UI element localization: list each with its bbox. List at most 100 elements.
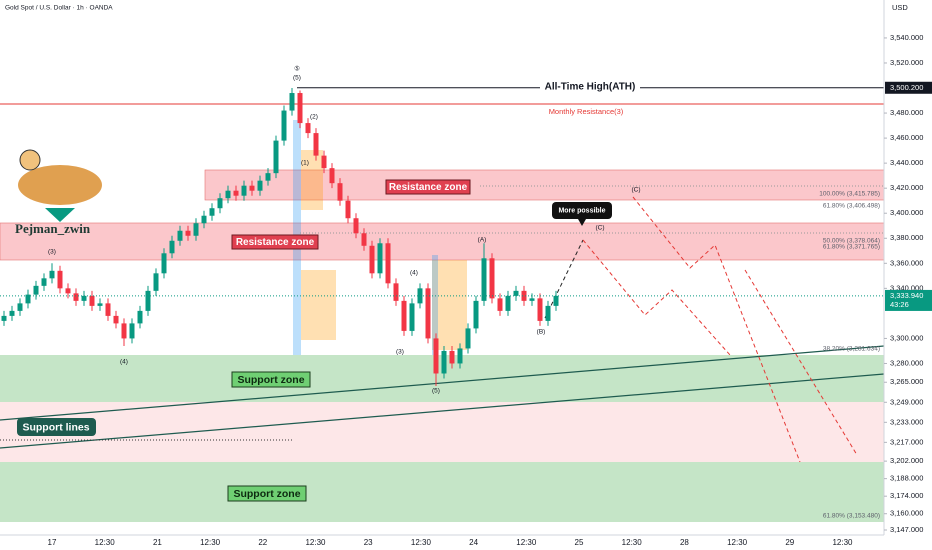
more-possible-label: More possible — [558, 207, 605, 214]
candle-body — [361, 233, 367, 246]
fib-label: 61.80% (3,153.480) — [823, 513, 880, 520]
y-tick-label: 3,420.000 — [890, 183, 923, 192]
candle-body — [489, 258, 495, 299]
candle-body — [513, 290, 519, 296]
candle-body — [65, 288, 71, 294]
countdown: 43:26 — [890, 300, 909, 309]
profile — [301, 270, 336, 340]
ath-badge — [885, 81, 932, 94]
candle-body — [185, 230, 191, 236]
x-tick-label: 28 — [680, 538, 689, 547]
x-tick-label: 12:30 — [411, 538, 432, 547]
price-badge-label: 3,333.940 — [890, 291, 923, 300]
y-tick-label: 3,174.000 — [890, 491, 923, 500]
candle-body — [89, 295, 95, 306]
y-tick-label: 3,249.000 — [890, 397, 923, 406]
wave-label: (A) — [478, 237, 487, 244]
y-tick-label: 3,340.000 — [890, 283, 923, 292]
candle-body — [345, 200, 351, 219]
candle-body — [153, 273, 159, 291]
candle-body — [17, 303, 23, 311]
candle-body — [145, 290, 151, 311]
candle-body — [433, 338, 439, 374]
candle-body — [25, 294, 31, 304]
resistance-zone — [204, 169, 885, 201]
candle-body — [97, 303, 103, 306]
candle-body — [33, 285, 39, 295]
candle-body — [545, 305, 551, 321]
support-lines-label: Support lines — [22, 421, 89, 433]
x-tick-label: 12:30 — [305, 538, 326, 547]
candle-body — [193, 223, 199, 236]
x-tick-label: 12:30 — [832, 538, 853, 547]
candle-body — [473, 300, 479, 329]
candle-body — [129, 323, 135, 339]
price-badge — [885, 289, 932, 311]
projection — [582, 239, 731, 356]
y-tick-label: 3,540.000 — [890, 33, 923, 42]
candle-body — [337, 183, 343, 201]
x-tick-label: 12:30 — [516, 538, 537, 547]
support-label: Support zone — [237, 374, 304, 386]
label-bg — [540, 80, 640, 94]
candle-body — [241, 185, 247, 196]
logo-face — [19, 149, 41, 171]
y-tick-label: 3,440.000 — [890, 158, 923, 167]
y-tick-label: 3,400.000 — [890, 208, 923, 217]
x-tick-label: 12:30 — [622, 538, 643, 547]
fib-label: 50.00% (3,378.064) — [823, 238, 880, 245]
x-tick-label: 25 — [575, 538, 584, 547]
candles: ⑤ (5) (2) (1) (3) (4) (3) (4) (5) (A) (B) (C) (C) 100… — [0, 65, 884, 520]
resistance-label: Resistance zone — [236, 237, 315, 248]
monthly-resistance-label: Monthly Resistance(3) — [549, 107, 624, 116]
candle-body — [465, 328, 471, 349]
y-tick-label: 3,188.000 — [890, 474, 923, 483]
candle-body — [281, 110, 287, 141]
candle-body — [9, 310, 15, 316]
candle-body — [49, 270, 55, 279]
wave-label: (3) — [396, 349, 404, 356]
x-tick-label: 17 — [48, 538, 57, 547]
author-logo: Pejman_zwin — [15, 149, 102, 236]
candle-body — [41, 278, 47, 286]
projection — [744, 269, 858, 456]
profile — [432, 260, 467, 350]
x-tick-label: 12:30 — [727, 538, 748, 547]
wave-label: (C) — [631, 187, 640, 194]
label-box — [227, 485, 307, 502]
wave-label: ⑤ — [294, 65, 300, 73]
wave-label: (2) — [310, 114, 318, 121]
label-box — [231, 234, 319, 250]
candle-body — [233, 190, 239, 196]
fib-label: 100.00% (3,415.785) — [819, 191, 880, 198]
fib-label: 61.80% (3,406.498) — [823, 203, 880, 210]
x-tick-label: 24 — [469, 538, 478, 547]
resistance-label: Resistance zone — [389, 182, 468, 193]
wave-label: (5) — [293, 75, 301, 82]
y-tick-label: 3,280.000 — [890, 358, 923, 367]
candle-body — [209, 208, 215, 216]
candle-body — [497, 298, 503, 311]
y-tick-label: 3,233.000 — [890, 417, 923, 426]
x-tick-label: 12:30 — [200, 538, 221, 547]
fib-label: 61.80% (3,371.765) — [823, 244, 880, 251]
candle-body — [225, 190, 231, 199]
y-tick-label: 3,202.000 — [890, 456, 923, 465]
candle-body — [441, 350, 447, 374]
logo-arrow — [45, 208, 75, 222]
candle-body — [449, 350, 455, 364]
candle-body — [329, 168, 335, 184]
wave-label: (B) — [537, 329, 546, 336]
x-tick-label: 29 — [785, 538, 794, 547]
candle-body — [265, 173, 271, 181]
y-tick-label: 3,160.000 — [890, 509, 923, 518]
profile — [301, 150, 323, 210]
axis-labels: 3,540.000 3,520.000 3,480.000 3,460.000 3,44… — [48, 33, 932, 547]
candle-body — [313, 133, 319, 156]
y-tick-label: 3,520.000 — [890, 58, 923, 67]
wave-label: (4) — [120, 359, 128, 366]
projection — [544, 239, 584, 319]
candle-body — [481, 258, 487, 301]
label-box — [231, 371, 311, 388]
candle-body — [305, 123, 311, 134]
